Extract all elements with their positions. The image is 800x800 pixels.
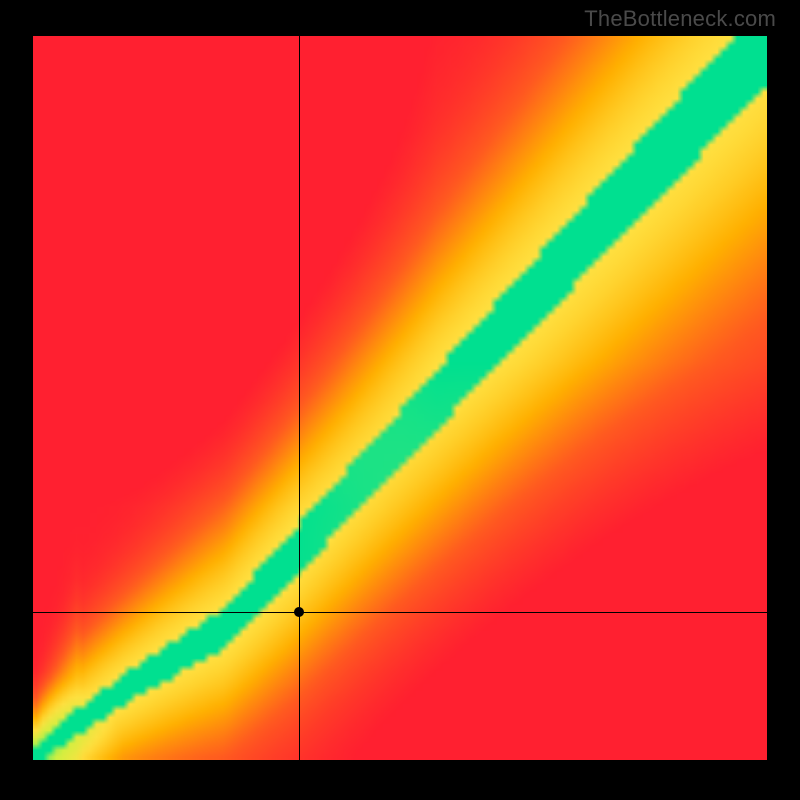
- plot-area: [33, 36, 767, 760]
- crosshair-vertical: [299, 36, 300, 760]
- watermark-text: TheBottleneck.com: [584, 6, 776, 32]
- bottleneck-heatmap: [33, 36, 767, 760]
- heatmap-canvas: [33, 36, 767, 760]
- crosshair-dot: [294, 607, 304, 617]
- crosshair-horizontal: [33, 612, 767, 613]
